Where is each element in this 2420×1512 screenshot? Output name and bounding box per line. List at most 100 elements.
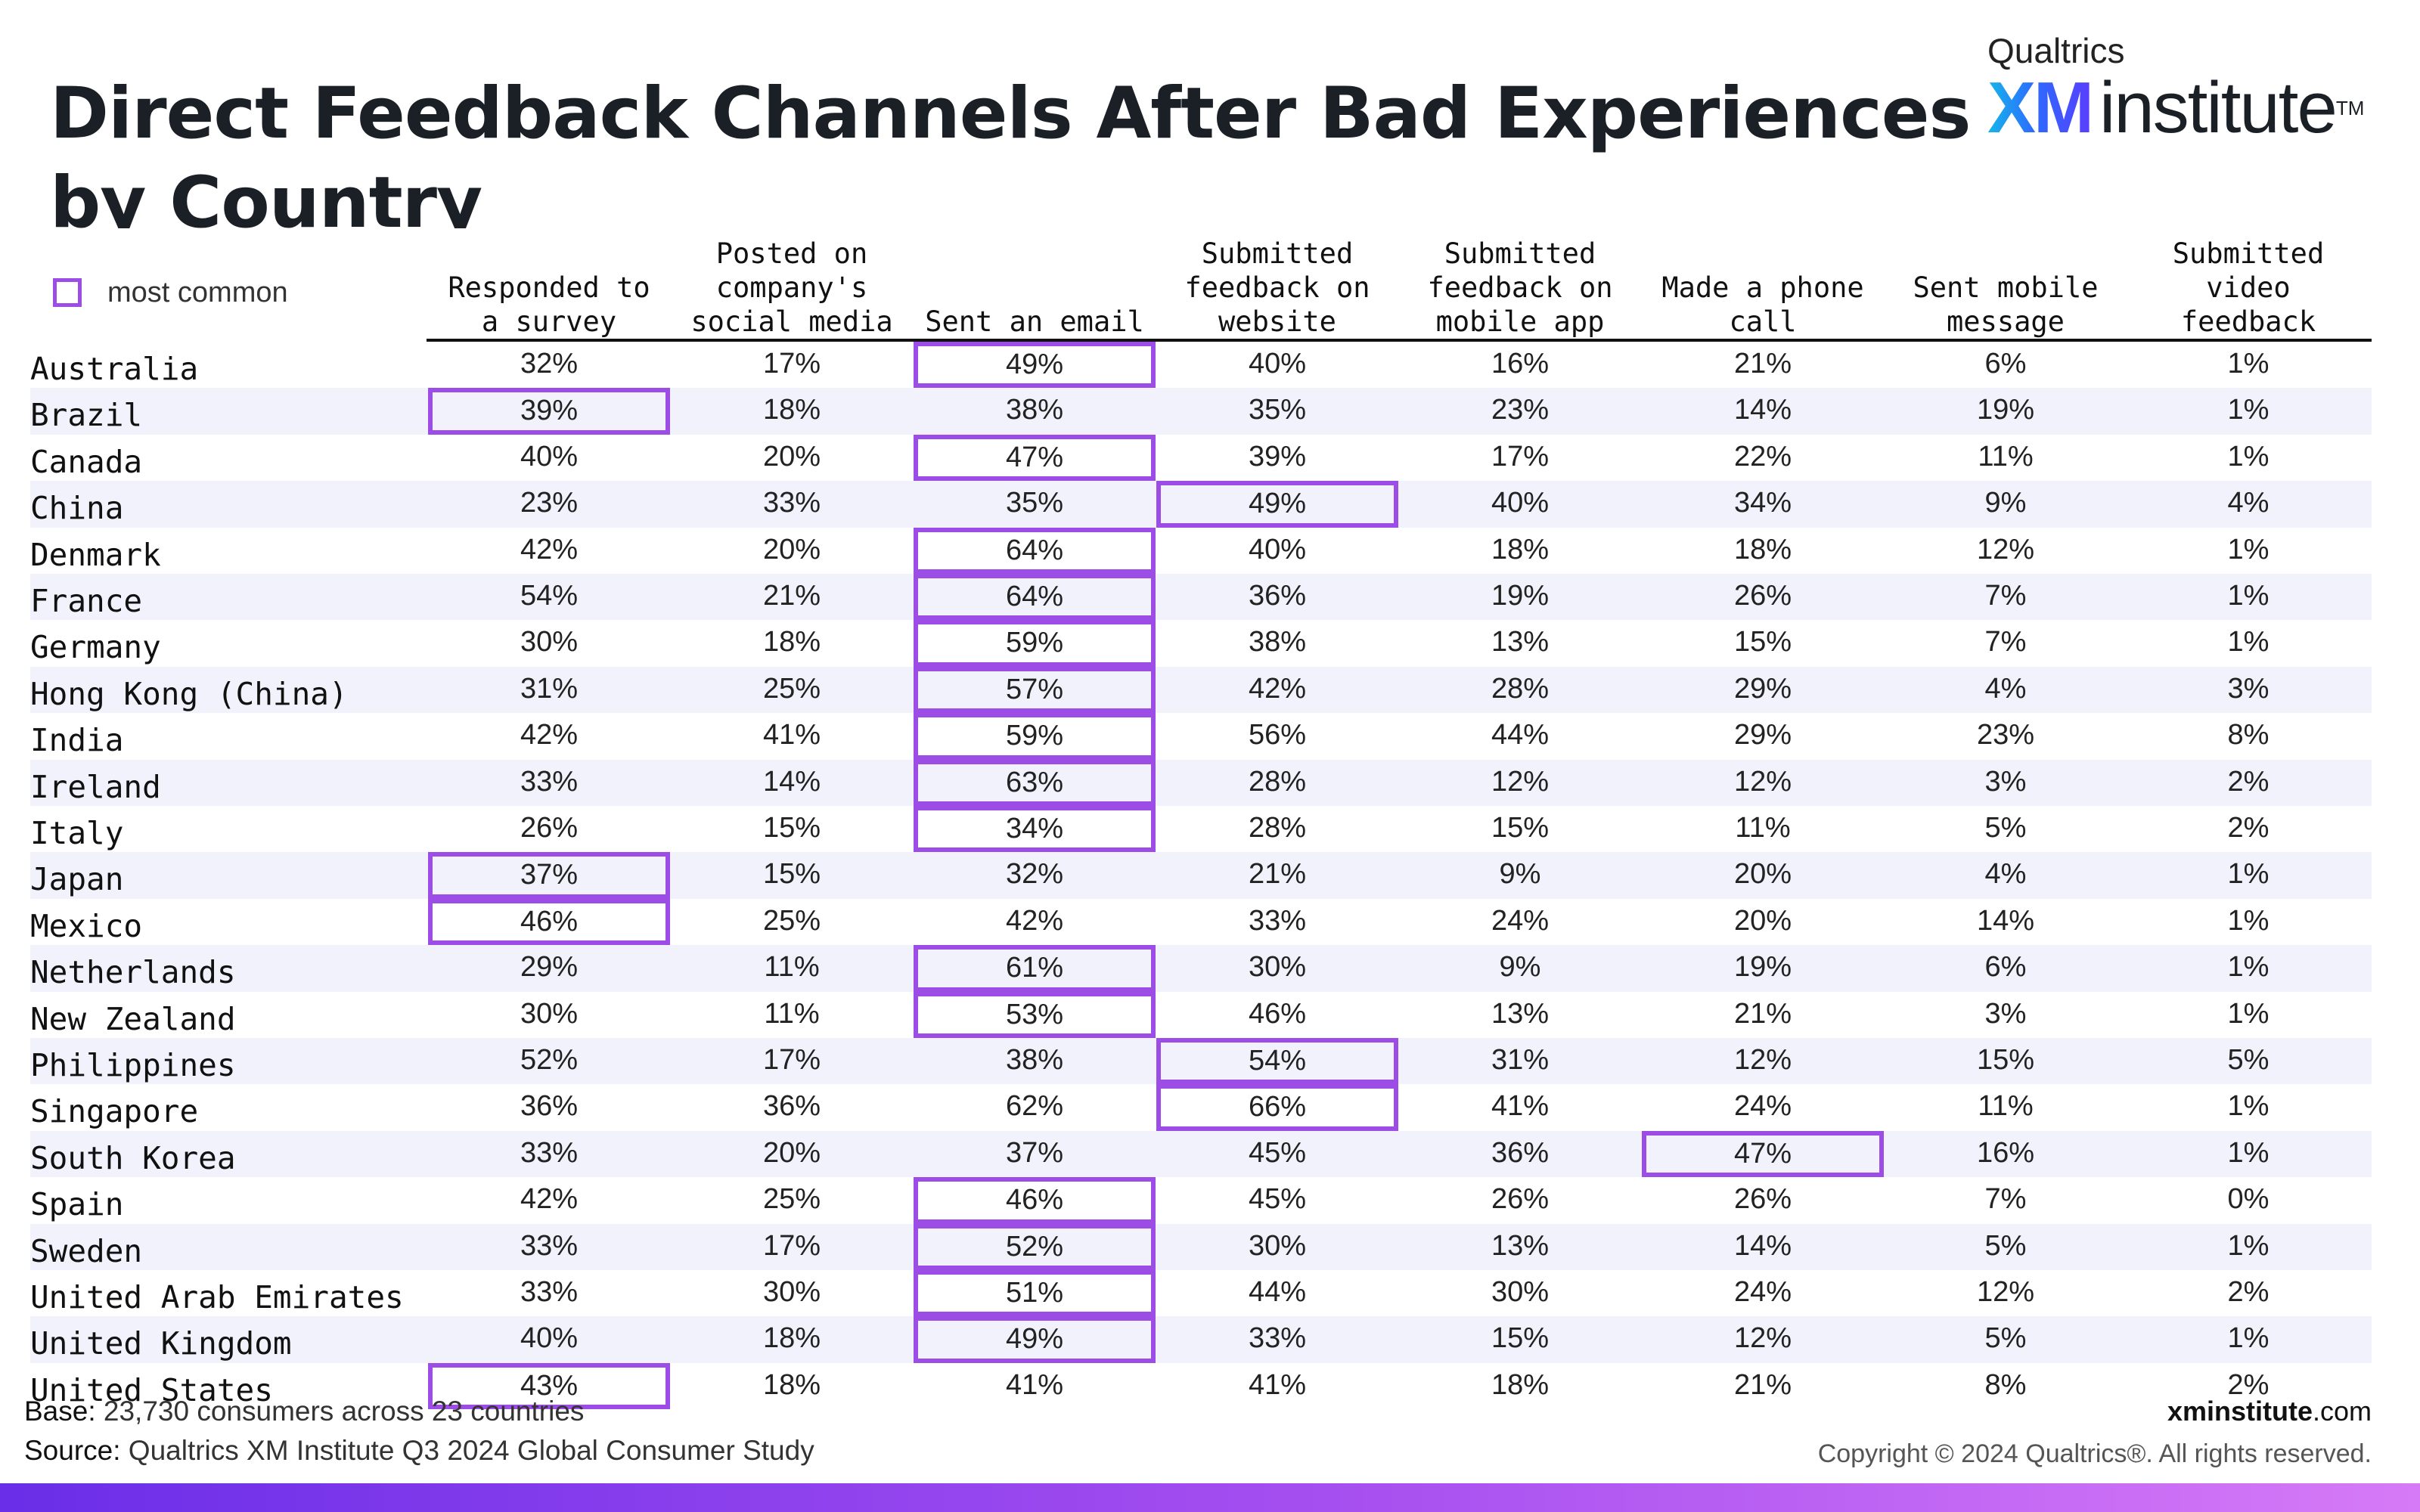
table-cell: 33% (520, 765, 579, 798)
table-row: Spain 42% 25% 46% 45% 26% 26% 7% 0% (30, 1177, 2372, 1224)
row-label: United States (30, 1371, 273, 1408)
brand-institute: institute (2099, 67, 2338, 148)
table-cell-most-common: 61% (914, 945, 1156, 992)
table-cell: 1% (2227, 858, 2270, 891)
table-row: Hong Kong (China) 31% 25% 57% 42% 28% 29% 4% 3% (30, 666, 2372, 714)
row-label: Australia (30, 351, 199, 387)
table-cell: 20% (762, 1136, 821, 1169)
row-label: France (30, 583, 143, 619)
table-cell: 1% (2227, 997, 2270, 1030)
table-cell: 14% (1733, 394, 1792, 426)
column-header: Submitted feedback on mobile app (1427, 237, 1613, 338)
table-cell: 23% (1976, 719, 2035, 751)
table-row: Brazil 39% 18% 38% 35% 23% 14% 19% 1% (30, 388, 2372, 435)
row-label: United Arab Emirates (30, 1279, 404, 1315)
brand-wordmark: XM instituteTM (1987, 67, 2364, 150)
row-label: Netherlands (30, 954, 236, 991)
table-cell: 1% (2227, 1229, 2270, 1262)
table-cell: 62% (1005, 1090, 1064, 1123)
row-label: South Korea (30, 1139, 236, 1176)
row-label: Italy (30, 815, 124, 851)
table-cell: 40% (520, 440, 579, 472)
table-cell: 1% (2227, 580, 2270, 612)
table-cell-most-common: 34% (914, 806, 1156, 853)
table-row: Ireland 33% 14% 63% 28% 12% 12% 3% 2% (30, 759, 2372, 806)
table-cell-most-common: 59% (914, 620, 1156, 667)
row-label: Germany (30, 629, 161, 666)
table-row: China 23% 33% 35% 49% 40% 34% 9% 4% (30, 481, 2372, 528)
table-cell: 33% (762, 487, 821, 519)
table-cell: 33% (520, 1229, 579, 1262)
table-cell: 42% (520, 719, 579, 751)
table-row: Denmark 42% 20% 64% 40% 18% 18% 12% 1% (30, 527, 2372, 574)
table-cell: 45% (1248, 1136, 1307, 1169)
table-cell-most-common: 46% (428, 898, 670, 946)
table-cell-most-common: 47% (914, 434, 1156, 482)
brand-qualtrics: Qualtrics (1987, 31, 2125, 70)
table-cell-most-common: 53% (914, 991, 1156, 1038)
legend-label: most common (107, 276, 288, 308)
table-cell: 40% (1491, 487, 1550, 519)
table-cell: 29% (1733, 672, 1792, 705)
table-cell: 35% (1005, 487, 1064, 519)
table-cell: 23% (1491, 394, 1550, 426)
table-cell-most-common: 49% (1156, 481, 1398, 528)
table-cell-most-common: 57% (914, 666, 1156, 714)
table-cell: 17% (762, 348, 821, 380)
footnote-base-value: 23,730 consumers across 23 countries (103, 1396, 585, 1427)
row-label: Brazil (30, 397, 143, 434)
table-cell-most-common: 37% (428, 852, 670, 899)
bottom-gradient-bar (0, 1483, 2420, 1512)
table-cell: 11% (1978, 440, 2034, 472)
table-cell: 1% (2227, 394, 2270, 426)
table-row: India 42% 41% 59% 56% 44% 29% 23% 8% (30, 713, 2372, 760)
row-label: Hong Kong (China) (30, 675, 348, 712)
footnote-source-value: Qualtrics XM Institute Q3 2024 Global Co… (128, 1435, 814, 1466)
table-row: Philippines 52% 17% 38% 54% 31% 12% 15% 5% (30, 1038, 2372, 1085)
table-cell: 52% (520, 1044, 579, 1076)
column-header: Submitted video feedback (2172, 237, 2325, 338)
table-cell: 6% (1984, 951, 2027, 984)
table-cell-most-common: 49% (914, 1316, 1156, 1363)
row-label: Mexico (30, 907, 143, 944)
table-cell: 26% (1733, 580, 1792, 612)
table-cell: 26% (1733, 1183, 1792, 1216)
table-cell: 13% (1491, 997, 1550, 1030)
table-cell: 1% (2227, 626, 2270, 658)
table-cell: 21% (1733, 1368, 1792, 1401)
table-cell: 22% (1733, 440, 1792, 472)
table-cell: 14% (762, 765, 821, 798)
table-row: South Korea 33% 20% 37% 45% 36% 47% 16% 1% (30, 1130, 2372, 1178)
table-row: Mexico 46% 25% 42% 33% 24% 20% 14% 1% (30, 898, 2372, 946)
table-cell: 3% (1984, 765, 2027, 798)
site-link[interactable]: xminstitute.com (2167, 1396, 2372, 1427)
table-cell-most-common: 51% (914, 1270, 1156, 1317)
table-cell: 31% (1491, 1044, 1550, 1076)
table-cell: 4% (2227, 487, 2270, 519)
footnote-source: Source: Qualtrics XM Institute Q3 2024 G… (24, 1435, 814, 1467)
table-cell: 30% (762, 1276, 821, 1308)
table-cell: 24% (1733, 1090, 1792, 1123)
table-cell: 18% (1733, 533, 1792, 565)
table-cell: 12% (1733, 765, 1792, 798)
table-cell: 21% (762, 580, 821, 612)
table-cell: 12% (1733, 1044, 1792, 1076)
table-cell: 24% (1733, 1276, 1792, 1308)
table-cell: 31% (520, 672, 579, 705)
table-row: New Zealand 30% 11% 53% 46% 13% 21% 3% 1% (30, 991, 2372, 1038)
table-cell: 11% (764, 951, 820, 984)
table-cell: 1% (2227, 951, 2270, 984)
table-cell: 37% (1005, 1136, 1064, 1169)
row-label: Philippines (30, 1047, 236, 1083)
table-cell: 35% (1248, 394, 1307, 426)
table-cell: 39% (1248, 440, 1307, 472)
table-cell: 12% (1491, 765, 1550, 798)
table-cell: 25% (762, 672, 821, 705)
table-cell: 41% (1248, 1368, 1307, 1401)
column-header: Sent an email (925, 305, 1144, 338)
table-cell: 2% (2227, 765, 2270, 798)
table-cell: 12% (1733, 1322, 1792, 1355)
table-cell: 7% (1984, 580, 2027, 612)
table-cell: 8% (2227, 719, 2270, 751)
table-row: United Kingdom 40% 18% 49% 33% 15% 12% 5% 1% (30, 1316, 2372, 1363)
